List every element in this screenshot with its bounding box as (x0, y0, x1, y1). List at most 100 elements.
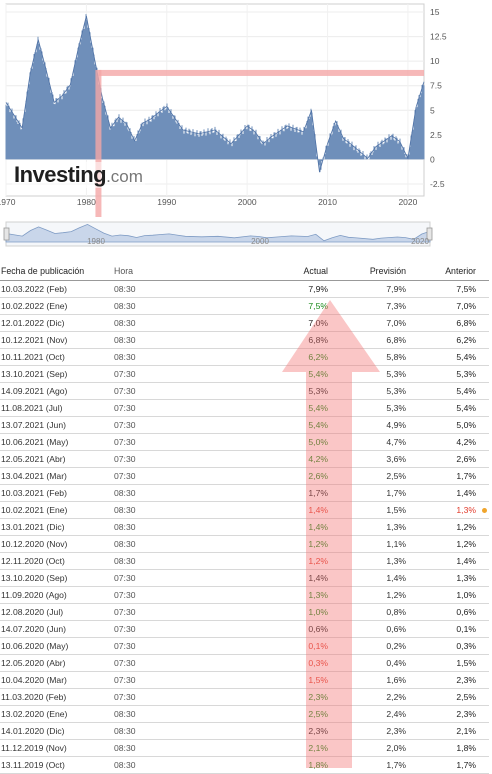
inflation-chart[interactable]: 15 12.5 10 7.5 5 2.5 0 -2.5 1970 1980 1990 2000 2010… (0, 0, 492, 256)
table-row[interactable]: 13.02.2020 (Ene) 08:30 2,5% 2,4% 2,3% (0, 705, 489, 723)
row-indicator (480, 705, 489, 723)
table-row[interactable]: 13.10.2020 (Sep) 07:30 1,4% 1,4% 1,3% (0, 569, 489, 587)
x-tick-label: 1980 (77, 197, 96, 207)
row-previous: 1,5% (408, 654, 480, 672)
table-row[interactable]: 10.12.2021 (Nov) 08:30 6,8% 6,8% 6,2% (0, 331, 489, 349)
table-row[interactable]: 10.11.2021 (Oct) 08:30 6,2% 5,8% 5,4% (0, 348, 489, 366)
header-forecast[interactable]: Previsión (340, 264, 408, 281)
row-previous: 1,4% (408, 484, 480, 502)
row-forecast: 1,6% (340, 671, 408, 689)
table-row[interactable]: 10.04.2020 (Mar) 07:30 1,5% 1,6% 2,3% (0, 671, 489, 689)
row-forecast: 3,6% (340, 450, 408, 468)
table-row[interactable]: 13.10.2021 (Sep) 07:30 5,4% 5,3% 5,3% (0, 365, 489, 383)
row-forecast: 2,3% (340, 722, 408, 740)
table-row[interactable]: 11.12.2019 (Nov) 08:30 2,1% 2,0% 1,8% (0, 739, 489, 757)
row-forecast: 2,4% (340, 705, 408, 723)
table-row[interactable]: 10.12.2020 (Nov) 08:30 1,2% 1,1% 1,2% (0, 535, 489, 553)
table-row[interactable]: 12.05.2020 (Abr) 07:30 0,3% 0,4% 1,5% (0, 654, 489, 672)
y-tick-label: -2.5 (430, 179, 445, 189)
row-forecast: 2,5% (340, 467, 408, 485)
row-actual: 6,2% (296, 348, 340, 366)
table-row[interactable]: 14.07.2020 (Jun) 07:30 0,6% 0,6% 0,1% (0, 620, 489, 638)
row-date: 10.06.2021 (May) (0, 433, 112, 451)
table-row[interactable]: 10.06.2021 (May) 07:30 5,0% 4,7% 4,2% (0, 433, 489, 451)
table-row[interactable]: 13.11.2019 (Oct) 08:30 1,8% 1,7% 1,7% (0, 756, 489, 774)
header-time[interactable]: Hora (112, 264, 296, 281)
table-row[interactable]: 12.11.2020 (Oct) 08:30 1,2% 1,3% 1,4% (0, 552, 489, 570)
navigator-label: 1980 (87, 237, 105, 246)
row-time: 08:30 (112, 348, 296, 366)
row-forecast: 5,3% (340, 399, 408, 417)
row-actual: 1,2% (296, 552, 340, 570)
series-line (5, 15, 425, 173)
row-time: 08:30 (112, 756, 296, 774)
row-actual: 0,1% (296, 637, 340, 655)
row-time: 07:30 (112, 450, 296, 468)
table-row[interactable]: 12.08.2020 (Jul) 07:30 1,0% 0,8% 0,6% (0, 603, 489, 621)
row-forecast: 4,7% (340, 433, 408, 451)
table-row[interactable]: 10.03.2022 (Feb) 08:30 7,9% 7,9% 7,5% (0, 280, 489, 298)
y-tick-label: 10 (430, 56, 440, 66)
row-previous: 0,1% (408, 620, 480, 638)
row-time: 07:30 (112, 365, 296, 383)
header-actual[interactable]: Actual (296, 264, 340, 281)
navigator-handle-left (3, 227, 10, 241)
row-previous: 7,0% (408, 297, 480, 315)
row-previous: 1,0% (408, 586, 480, 604)
row-indicator (480, 654, 489, 672)
row-actual: 1,4% (296, 518, 340, 536)
row-actual: 5,4% (296, 365, 340, 383)
table-row[interactable]: 13.04.2021 (Mar) 07:30 2,6% 2,5% 1,7% (0, 467, 489, 485)
row-previous: 0,3% (408, 637, 480, 655)
table-row[interactable]: 11.03.2020 (Feb) 07:30 2,3% 2,2% 2,5% (0, 688, 489, 706)
row-previous: 5,4% (408, 382, 480, 400)
table-row[interactable]: 14.09.2021 (Ago) 07:30 5,3% 5,3% 5,4% (0, 382, 489, 400)
table-row[interactable]: 10.02.2021 (Ene) 08:30 1,4% 1,5% 1,3% (0, 501, 489, 519)
table-row[interactable]: 10.03.2021 (Feb) 08:30 1,7% 1,7% 1,4% (0, 484, 489, 502)
y-tick-label: 0 (430, 154, 435, 164)
row-date: 10.02.2022 (Ene) (0, 297, 112, 315)
row-indicator (480, 382, 489, 400)
table-row[interactable]: 11.08.2021 (Jul) 07:30 5,4% 5,3% 5,4% (0, 399, 489, 417)
logo-text: Investing (14, 162, 107, 187)
table-row[interactable]: 14.01.2020 (Dic) 08:30 2,3% 2,3% 2,1% (0, 722, 489, 740)
investing-logo: Investing.com (12, 162, 145, 188)
row-forecast: 0,4% (340, 654, 408, 672)
row-previous: 1,2% (408, 535, 480, 553)
row-previous: 1,3% (408, 501, 480, 519)
row-date: 13.07.2021 (Jun) (0, 416, 112, 434)
row-forecast: 6,8% (340, 331, 408, 349)
chart-svg[interactable]: 15 12.5 10 7.5 5 2.5 0 -2.5 1970 1980 1990 2000 2010… (0, 0, 492, 256)
x-tick-label: 2000 (238, 197, 257, 207)
row-previous: 1,7% (408, 756, 480, 774)
row-forecast: 1,2% (340, 586, 408, 604)
table-row[interactable]: 11.09.2020 (Ago) 07:30 1,3% 1,2% 1,0% (0, 586, 489, 604)
x-tick-label: 1970 (0, 197, 16, 207)
header-previous[interactable]: Anterior (408, 264, 480, 281)
table-row[interactable]: 12.01.2022 (Dic) 08:30 7,0% 7,0% 6,8% (0, 314, 489, 332)
navigator-handle-right (426, 227, 433, 241)
table-row[interactable]: 10.02.2022 (Ene) 08:30 7,5% 7,3% 7,0% (0, 297, 489, 315)
row-indicator (480, 331, 489, 349)
row-forecast: 4,9% (340, 416, 408, 434)
x-tick-label: 2020 (398, 197, 417, 207)
row-actual: 1,4% (296, 569, 340, 587)
row-indicator (480, 671, 489, 689)
row-indicator (480, 433, 489, 451)
table-row[interactable]: 10.06.2020 (May) 07:30 0,1% 0,2% 0,3% (0, 637, 489, 655)
header-date[interactable]: Fecha de publicación (0, 264, 112, 281)
table-row[interactable]: 13.01.2021 (Dic) 08:30 1,4% 1,3% 1,2% (0, 518, 489, 536)
row-time: 08:30 (112, 501, 296, 519)
row-time: 07:30 (112, 603, 296, 621)
row-previous: 2,3% (408, 705, 480, 723)
row-previous: 2,3% (408, 671, 480, 689)
table-header-row: Fecha de publicación Hora Actual Previsi… (0, 264, 489, 281)
row-previous: 5,0% (408, 416, 480, 434)
table-row[interactable]: 12.05.2021 (Abr) 07:30 4,2% 3,6% 2,6% (0, 450, 489, 468)
historical-data-table-wrap: Fecha de publicación Hora Actual Previsi… (0, 264, 492, 774)
row-previous: 5,4% (408, 399, 480, 417)
table-row[interactable]: 13.07.2021 (Jun) 07:30 5,4% 4,9% 5,0% (0, 416, 489, 434)
row-indicator (480, 739, 489, 757)
row-indicator (480, 552, 489, 570)
row-previous: 6,8% (408, 314, 480, 332)
